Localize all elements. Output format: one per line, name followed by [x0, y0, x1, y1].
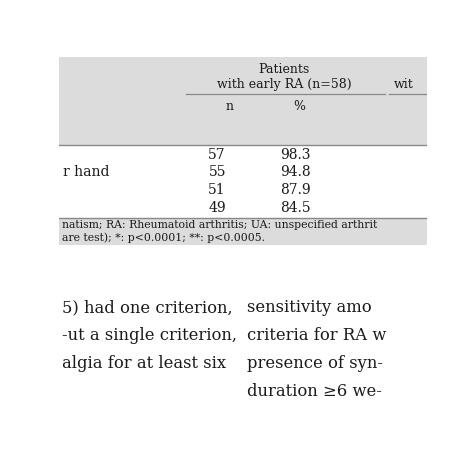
Bar — [59, 57, 427, 146]
Text: 84.5: 84.5 — [280, 201, 311, 215]
Text: natism; RA: Rheumatoid arthritis; UA: unspecified arthrit: natism; RA: Rheumatoid arthritis; UA: un… — [63, 220, 378, 230]
Text: -ut a single criterion,: -ut a single criterion, — [63, 327, 237, 344]
Text: %: % — [293, 100, 306, 113]
Text: 87.9: 87.9 — [280, 183, 311, 197]
Text: 98.3: 98.3 — [280, 148, 310, 162]
Text: presence of syn-: presence of syn- — [247, 355, 383, 372]
Text: n: n — [226, 100, 234, 113]
Bar — [59, 218, 427, 245]
Text: 55: 55 — [209, 165, 226, 179]
Text: wit: wit — [394, 78, 414, 91]
Text: 51: 51 — [208, 183, 226, 197]
Text: 5) had one criterion,: 5) had one criterion, — [63, 300, 233, 317]
Text: with early RA (n=58): with early RA (n=58) — [217, 78, 351, 91]
Text: Patients: Patients — [258, 63, 310, 76]
Text: 49: 49 — [208, 201, 226, 215]
Text: 94.8: 94.8 — [280, 165, 311, 179]
Text: criteria for RA w: criteria for RA w — [247, 327, 386, 344]
Text: are test); *: p<0.0001; **: p<0.0005.: are test); *: p<0.0001; **: p<0.0005. — [63, 232, 265, 243]
Text: algia for at least six: algia for at least six — [63, 355, 227, 372]
Text: sensitivity amo: sensitivity amo — [247, 300, 372, 317]
Bar — [59, 245, 427, 422]
Bar — [59, 146, 427, 218]
Text: duration ≥6 we-: duration ≥6 we- — [247, 383, 382, 400]
Text: r hand: r hand — [63, 165, 109, 179]
Text: 57: 57 — [208, 148, 226, 162]
